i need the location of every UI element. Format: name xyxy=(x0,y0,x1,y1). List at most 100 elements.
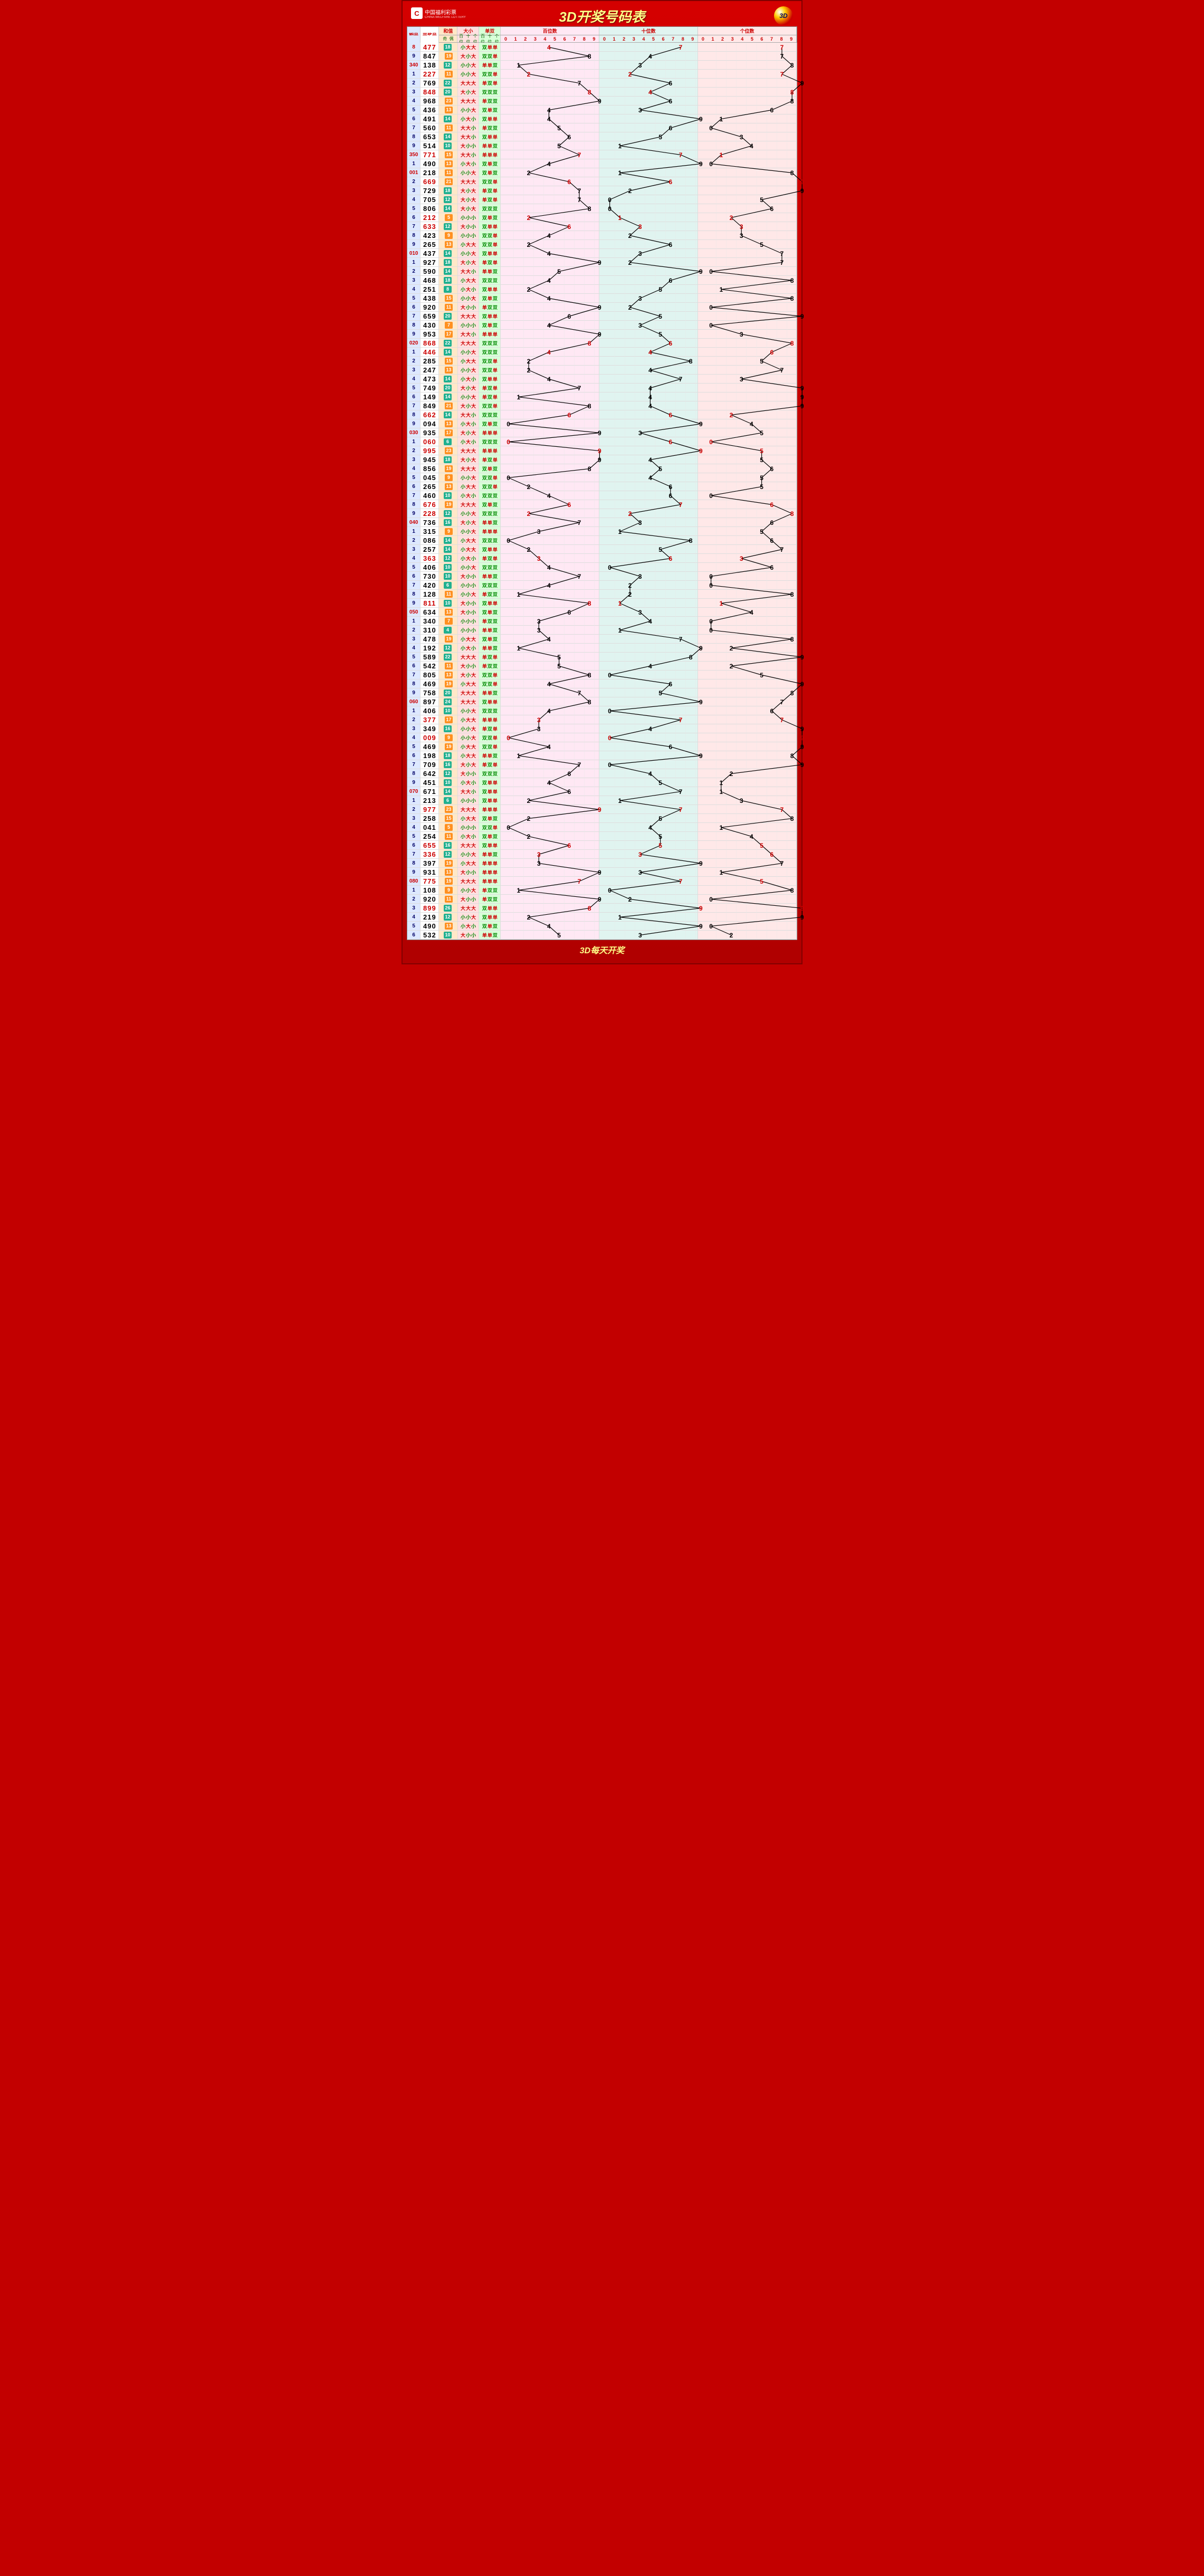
size-cell: 小小小 xyxy=(458,231,480,240)
trend-shi-cell xyxy=(599,213,698,222)
sum-cell: 9 xyxy=(439,733,457,742)
sum-cell: 20 xyxy=(439,688,457,697)
footer: 3D每天开奖 xyxy=(407,940,797,959)
hdr-hz-sub: 奇 偶 xyxy=(439,35,457,42)
sum-cell: 19 xyxy=(439,52,457,60)
trend-bai-cell xyxy=(501,249,599,257)
parity-cell: 单单单 xyxy=(479,859,501,867)
trend-ge-cell xyxy=(698,877,797,885)
trend-digit: 9 xyxy=(797,760,807,769)
data-sheet: 期号 开奖号 和值 大小 单双 百位数 十位数 个位数 奇 偶 百位 十位 个位… xyxy=(407,26,797,940)
trend-bai-cell xyxy=(501,366,599,374)
trend-shi-cell xyxy=(599,599,698,607)
sum-cell: 14 xyxy=(439,249,457,257)
number-cell: 491 xyxy=(421,114,439,123)
trend-bai-cell xyxy=(501,70,599,78)
period-cell: 7 xyxy=(407,222,421,231)
sum-cell: 11 xyxy=(439,123,457,132)
period-cell: 8 xyxy=(407,231,421,240)
trend-ge-cell xyxy=(698,114,797,123)
number-cell: 192 xyxy=(421,644,439,652)
table-row: 1 927 18 大小大 单双单 xyxy=(407,258,797,267)
parity-cell: 单单单 xyxy=(479,428,501,437)
parity-cell: 单双双 xyxy=(479,886,501,894)
size-cell: 大大大 xyxy=(458,904,480,912)
period-cell: 9 xyxy=(407,240,421,248)
parity-cell: 双双双 xyxy=(479,509,501,518)
table-row: 5 438 15 小小大 双单双 xyxy=(407,294,797,303)
trend-shi-cell xyxy=(599,339,698,347)
parity-cell: 双单单 xyxy=(479,841,501,849)
table-row: 2 086 14 小大大 双双双 xyxy=(407,536,797,545)
parity-cell: 双双双 xyxy=(479,581,501,589)
size-cell: 小小大 xyxy=(458,249,480,257)
trend-shi-cell xyxy=(599,285,698,293)
number-cell: 589 xyxy=(421,653,439,661)
trend-bai-cell xyxy=(501,572,599,580)
trend-shi-cell xyxy=(599,904,698,912)
trend-shi-cell xyxy=(599,150,698,159)
trend-ge-cell xyxy=(698,375,797,383)
number-cell: 406 xyxy=(421,563,439,571)
size-cell: 大小小 xyxy=(458,599,480,607)
sum-cell: 21 xyxy=(439,177,457,186)
number-cell: 251 xyxy=(421,285,439,293)
trend-shi-cell xyxy=(599,644,698,652)
trend-ge-cell xyxy=(698,357,797,365)
number-cell: 430 xyxy=(421,321,439,329)
trend-shi-cell xyxy=(599,527,698,535)
trend-ge-cell xyxy=(698,572,797,580)
sum-cell: 13 xyxy=(439,482,457,491)
parity-cell: 单双双 xyxy=(479,617,501,625)
trend-shi-cell xyxy=(599,877,698,885)
sum-cell: 11 xyxy=(439,70,457,78)
trend-shi-cell xyxy=(599,617,698,625)
period-cell: 3 xyxy=(407,276,421,284)
size-cell: 大大小 xyxy=(458,132,480,141)
trend-shi-cell xyxy=(599,231,698,240)
table-row: 050 634 13 大小小 双单双 xyxy=(407,608,797,617)
trend-ge-cell xyxy=(698,931,797,939)
parity-cell: 单双单 xyxy=(479,258,501,266)
trend-bai-cell xyxy=(501,168,599,177)
sum-cell: 19 xyxy=(439,679,457,688)
trend-ge-cell xyxy=(698,455,797,464)
table-row: 1 213 6 小小小 双单单 xyxy=(407,796,797,805)
sum-cell: 16 xyxy=(439,760,457,769)
size-cell: 大小大 xyxy=(458,186,480,195)
number-cell: 285 xyxy=(421,357,439,365)
period-cell: 4 xyxy=(407,554,421,562)
sum-cell: 14 xyxy=(439,114,457,123)
trend-shi-cell xyxy=(599,384,698,392)
number-cell: 218 xyxy=(421,168,439,177)
trend-shi-cell xyxy=(599,43,698,51)
parity-cell: 双单单 xyxy=(479,904,501,912)
period-cell: 3 xyxy=(407,186,421,195)
hdr-bai: 百位数 xyxy=(501,27,599,35)
size-cell: 大小大 xyxy=(458,760,480,769)
period-cell: 6 xyxy=(407,392,421,401)
trend-ge-cell xyxy=(698,500,797,509)
parity-cell: 单单单 xyxy=(479,527,501,535)
trend-bai-cell xyxy=(501,97,599,105)
trend-bai-cell xyxy=(501,267,599,275)
trend-bai-cell xyxy=(501,617,599,625)
period-cell: 6 xyxy=(407,482,421,491)
size-cell: 小大小 xyxy=(458,285,480,293)
trend-shi-cell xyxy=(599,366,698,374)
number-cell: 473 xyxy=(421,375,439,383)
table-row: 1 406 10 小小大 双双双 xyxy=(407,706,797,715)
number-cell: 856 xyxy=(421,464,439,473)
size-cell: 大小小 xyxy=(458,608,480,616)
number-cell: 953 xyxy=(421,330,439,338)
trend-bai-cell xyxy=(501,79,599,87)
period-cell: 9 xyxy=(407,330,421,338)
size-cell: 大小小 xyxy=(458,895,480,903)
number-cell: 849 xyxy=(421,401,439,410)
trend-ge-cell xyxy=(698,79,797,87)
trend-shi-cell xyxy=(599,401,698,410)
sum-cell: 16 xyxy=(439,841,457,849)
number-cell: 451 xyxy=(421,778,439,787)
trend-shi-cell xyxy=(599,509,698,518)
trend-ge-cell xyxy=(698,204,797,213)
